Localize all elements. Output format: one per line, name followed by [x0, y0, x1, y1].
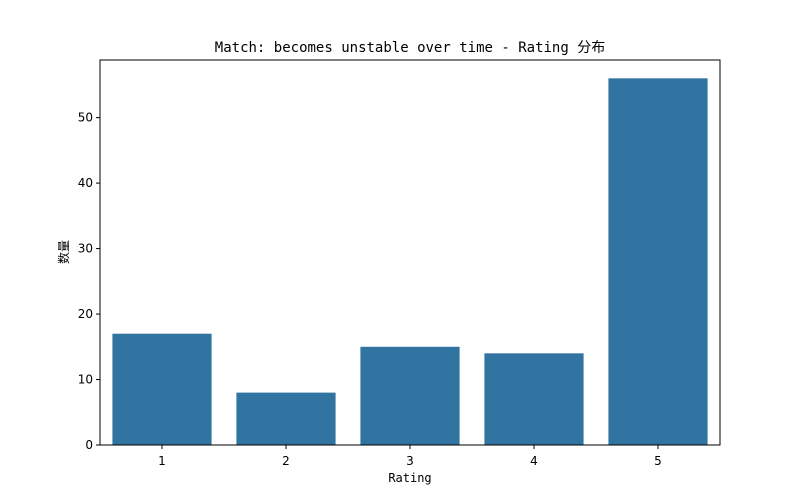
bar-rating-1	[112, 333, 212, 445]
y-ticks-group: 0 10 20 30 40 50	[78, 111, 100, 452]
chart-title: Match: becomes unstable over time - Rati…	[215, 40, 605, 56]
bar-rating-4	[484, 353, 584, 445]
y-tick-label: 10	[78, 373, 93, 387]
x-axis-label: Rating	[388, 471, 431, 485]
bar-rating-3	[360, 346, 460, 445]
bar-rating-2	[236, 392, 336, 445]
x-ticks-group: 1 2 3 4 5	[158, 445, 662, 468]
x-tick-label: 5	[654, 454, 662, 468]
y-tick-label: 30	[78, 242, 93, 256]
x-tick-label: 1	[158, 454, 166, 468]
x-tick-label: 4	[530, 454, 538, 468]
bar-rating-5	[608, 78, 708, 445]
y-tick-label: 20	[78, 307, 93, 321]
y-tick-label: 50	[78, 111, 93, 125]
y-tick-label: 40	[78, 176, 93, 190]
y-tick-label: 0	[85, 438, 93, 452]
bars-group	[112, 78, 708, 445]
y-axis-label: 数量	[56, 240, 71, 264]
x-tick-label: 2	[282, 454, 290, 468]
x-tick-label: 3	[406, 454, 414, 468]
